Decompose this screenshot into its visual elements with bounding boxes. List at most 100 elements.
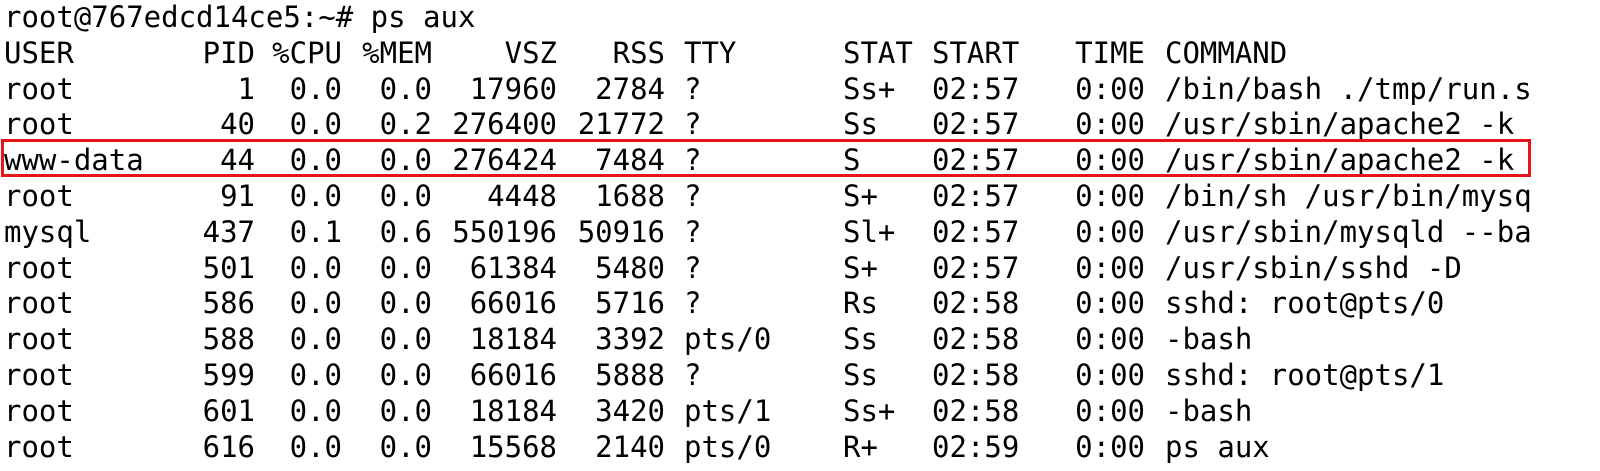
cell-start: 02:57 bbox=[932, 250, 1020, 285]
cell-cpu: 0.0 bbox=[289, 286, 342, 321]
cell-vsz: 17960 bbox=[469, 71, 557, 106]
cell-cpu: 0.0 bbox=[289, 357, 342, 392]
cell-tty: pts/0 bbox=[684, 429, 772, 464]
cell-stat: S+ bbox=[843, 178, 878, 213]
cell-tty: ? bbox=[684, 250, 702, 285]
cell-time: 0:00 bbox=[1075, 429, 1145, 464]
cell-mem: 0.0 bbox=[379, 357, 432, 392]
cell-command: /usr/sbin/sshd -D bbox=[1165, 250, 1462, 285]
cell-time: 0:00 bbox=[1075, 214, 1145, 249]
cell-tty: ? bbox=[684, 214, 702, 249]
cell-mem: 0.6 bbox=[379, 214, 432, 249]
table-row: root 586 0.0 0.0 66016 5716? Rs 02:58 0:00 sshd: … bbox=[0, 286, 1600, 322]
header-tty: TTY bbox=[684, 35, 737, 70]
cell-pid: 601 bbox=[202, 393, 255, 428]
cell-rss: 1688 bbox=[595, 178, 665, 213]
cell-pid: 586 bbox=[202, 286, 255, 321]
header-stat: STAT bbox=[843, 35, 913, 70]
cell-command: /usr/sbin/apache2 -k bbox=[1165, 107, 1515, 142]
cell-mem: 0.0 bbox=[379, 250, 432, 285]
cell-rss: 2140 bbox=[595, 429, 665, 464]
cell-mem: 0.0 bbox=[379, 429, 432, 464]
table-row: root 91 0.0 0.0 4448 1688? S+ 02:57 0:00/bin/sh … bbox=[0, 179, 1600, 215]
cell-rss: 5716 bbox=[595, 286, 665, 321]
cell-user: root bbox=[4, 107, 74, 142]
cell-rss: 50916 bbox=[577, 214, 665, 249]
cell-rss: 5480 bbox=[595, 250, 665, 285]
cell-cpu: 0.0 bbox=[289, 107, 342, 142]
cell-start: 02:59 bbox=[932, 429, 1020, 464]
table-row: root 601 0.0 0.0 18184 3420 pts/1 Ss+ 02:58 0:00-… bbox=[0, 394, 1600, 430]
cell-cpu: 0.0 bbox=[289, 322, 342, 357]
cell-stat: Ss bbox=[843, 357, 878, 392]
cell-user: root bbox=[4, 357, 74, 392]
cell-cpu: 0.0 bbox=[289, 250, 342, 285]
cell-pid: 599 bbox=[202, 357, 255, 392]
header-rss: RSS bbox=[612, 35, 665, 70]
cell-start: 02:58 bbox=[932, 357, 1020, 392]
cell-time: 0:00 bbox=[1075, 71, 1145, 106]
cell-pid: 616 bbox=[202, 429, 255, 464]
cell-mem: 0.0 bbox=[379, 322, 432, 357]
cell-mem: 0.0 bbox=[379, 393, 432, 428]
cell-start: 02:57 bbox=[932, 107, 1020, 142]
cell-vsz: 66016 bbox=[469, 357, 557, 392]
cell-user: root bbox=[4, 322, 74, 357]
table-row: root 1 0.0 0.0 17960 2784? Ss+ 02:57 0:00/bin/ba… bbox=[0, 72, 1600, 108]
cell-cpu: 0.1 bbox=[289, 214, 342, 249]
header-vsz: VSZ bbox=[504, 35, 557, 70]
cell-mem: 0.0 bbox=[379, 286, 432, 321]
cell-cpu: 0.0 bbox=[289, 71, 342, 106]
cell-time: 0:00 bbox=[1075, 393, 1145, 428]
table-row: root 599 0.0 0.0 66016 5888? Ss 02:58 0:00 sshd: … bbox=[0, 358, 1600, 394]
cell-vsz: 66016 bbox=[469, 286, 557, 321]
cell-tty: ? bbox=[684, 286, 702, 321]
cell-tty: ? bbox=[684, 143, 702, 178]
cell-command: /usr/sbin/mysqld --ba bbox=[1165, 214, 1532, 249]
cell-stat: Rs bbox=[843, 286, 878, 321]
command-prompt: root@767edcd14ce5:~# ps aux bbox=[4, 0, 476, 34]
cell-stat: S bbox=[843, 143, 861, 178]
cell-tty: pts/1 bbox=[684, 393, 772, 428]
cell-vsz: 276424 bbox=[452, 143, 557, 178]
table-row: root 501 0.0 0.0 61384 5480? S+ 02:57 0:00/usr/s… bbox=[0, 251, 1600, 287]
cell-cpu: 0.0 bbox=[289, 143, 342, 178]
cell-vsz: 18184 bbox=[469, 393, 557, 428]
cell-command: ps aux bbox=[1165, 429, 1270, 464]
cell-pid: 437 bbox=[202, 214, 255, 249]
cell-vsz: 61384 bbox=[469, 250, 557, 285]
cell-vsz: 18184 bbox=[469, 322, 557, 357]
cell-pid: 588 bbox=[202, 322, 255, 357]
header-time: TIME bbox=[1075, 35, 1145, 70]
cell-mem: 0.0 bbox=[379, 178, 432, 213]
cell-tty: ? bbox=[684, 107, 702, 142]
cell-cpu: 0.0 bbox=[289, 429, 342, 464]
header-command: COMMAND bbox=[1165, 35, 1288, 70]
cell-time: 0:00 bbox=[1075, 250, 1145, 285]
table-row: root 588 0.0 0.0 18184 3392 pts/0 Ss 02:58 0:00 -b… bbox=[0, 322, 1600, 358]
cell-user: root bbox=[4, 250, 74, 285]
header-user: USER bbox=[4, 35, 74, 70]
cell-start: 02:58 bbox=[932, 322, 1020, 357]
cell-pid: 44 bbox=[220, 143, 255, 178]
table-row: mysql 437 0.1 0.6 550196 50916? Sl+ 02:57 0:00/u… bbox=[0, 215, 1600, 251]
cell-time: 0:00 bbox=[1075, 178, 1145, 213]
cell-stat: Ss bbox=[843, 322, 878, 357]
cell-start: 02:58 bbox=[932, 286, 1020, 321]
cell-command: -bash bbox=[1165, 393, 1253, 428]
table-row: root 40 0.0 0.2 276400 21772? Ss 02:57 0:00/usr/… bbox=[0, 107, 1600, 143]
cell-stat: R+ bbox=[843, 429, 878, 464]
cell-cpu: 0.0 bbox=[289, 393, 342, 428]
cell-user: root bbox=[4, 393, 74, 428]
header-mem: %MEM bbox=[362, 35, 432, 70]
cell-user: root bbox=[4, 71, 74, 106]
cell-mem: 0.0 bbox=[379, 71, 432, 106]
cell-vsz: 276400 bbox=[452, 107, 557, 142]
cell-start: 02:57 bbox=[932, 214, 1020, 249]
cell-user: mysql bbox=[4, 214, 92, 249]
cell-rss: 21772 bbox=[577, 107, 665, 142]
cell-rss: 7484 bbox=[595, 143, 665, 178]
cell-command: -bash bbox=[1165, 322, 1253, 357]
cell-rss: 5888 bbox=[595, 357, 665, 392]
